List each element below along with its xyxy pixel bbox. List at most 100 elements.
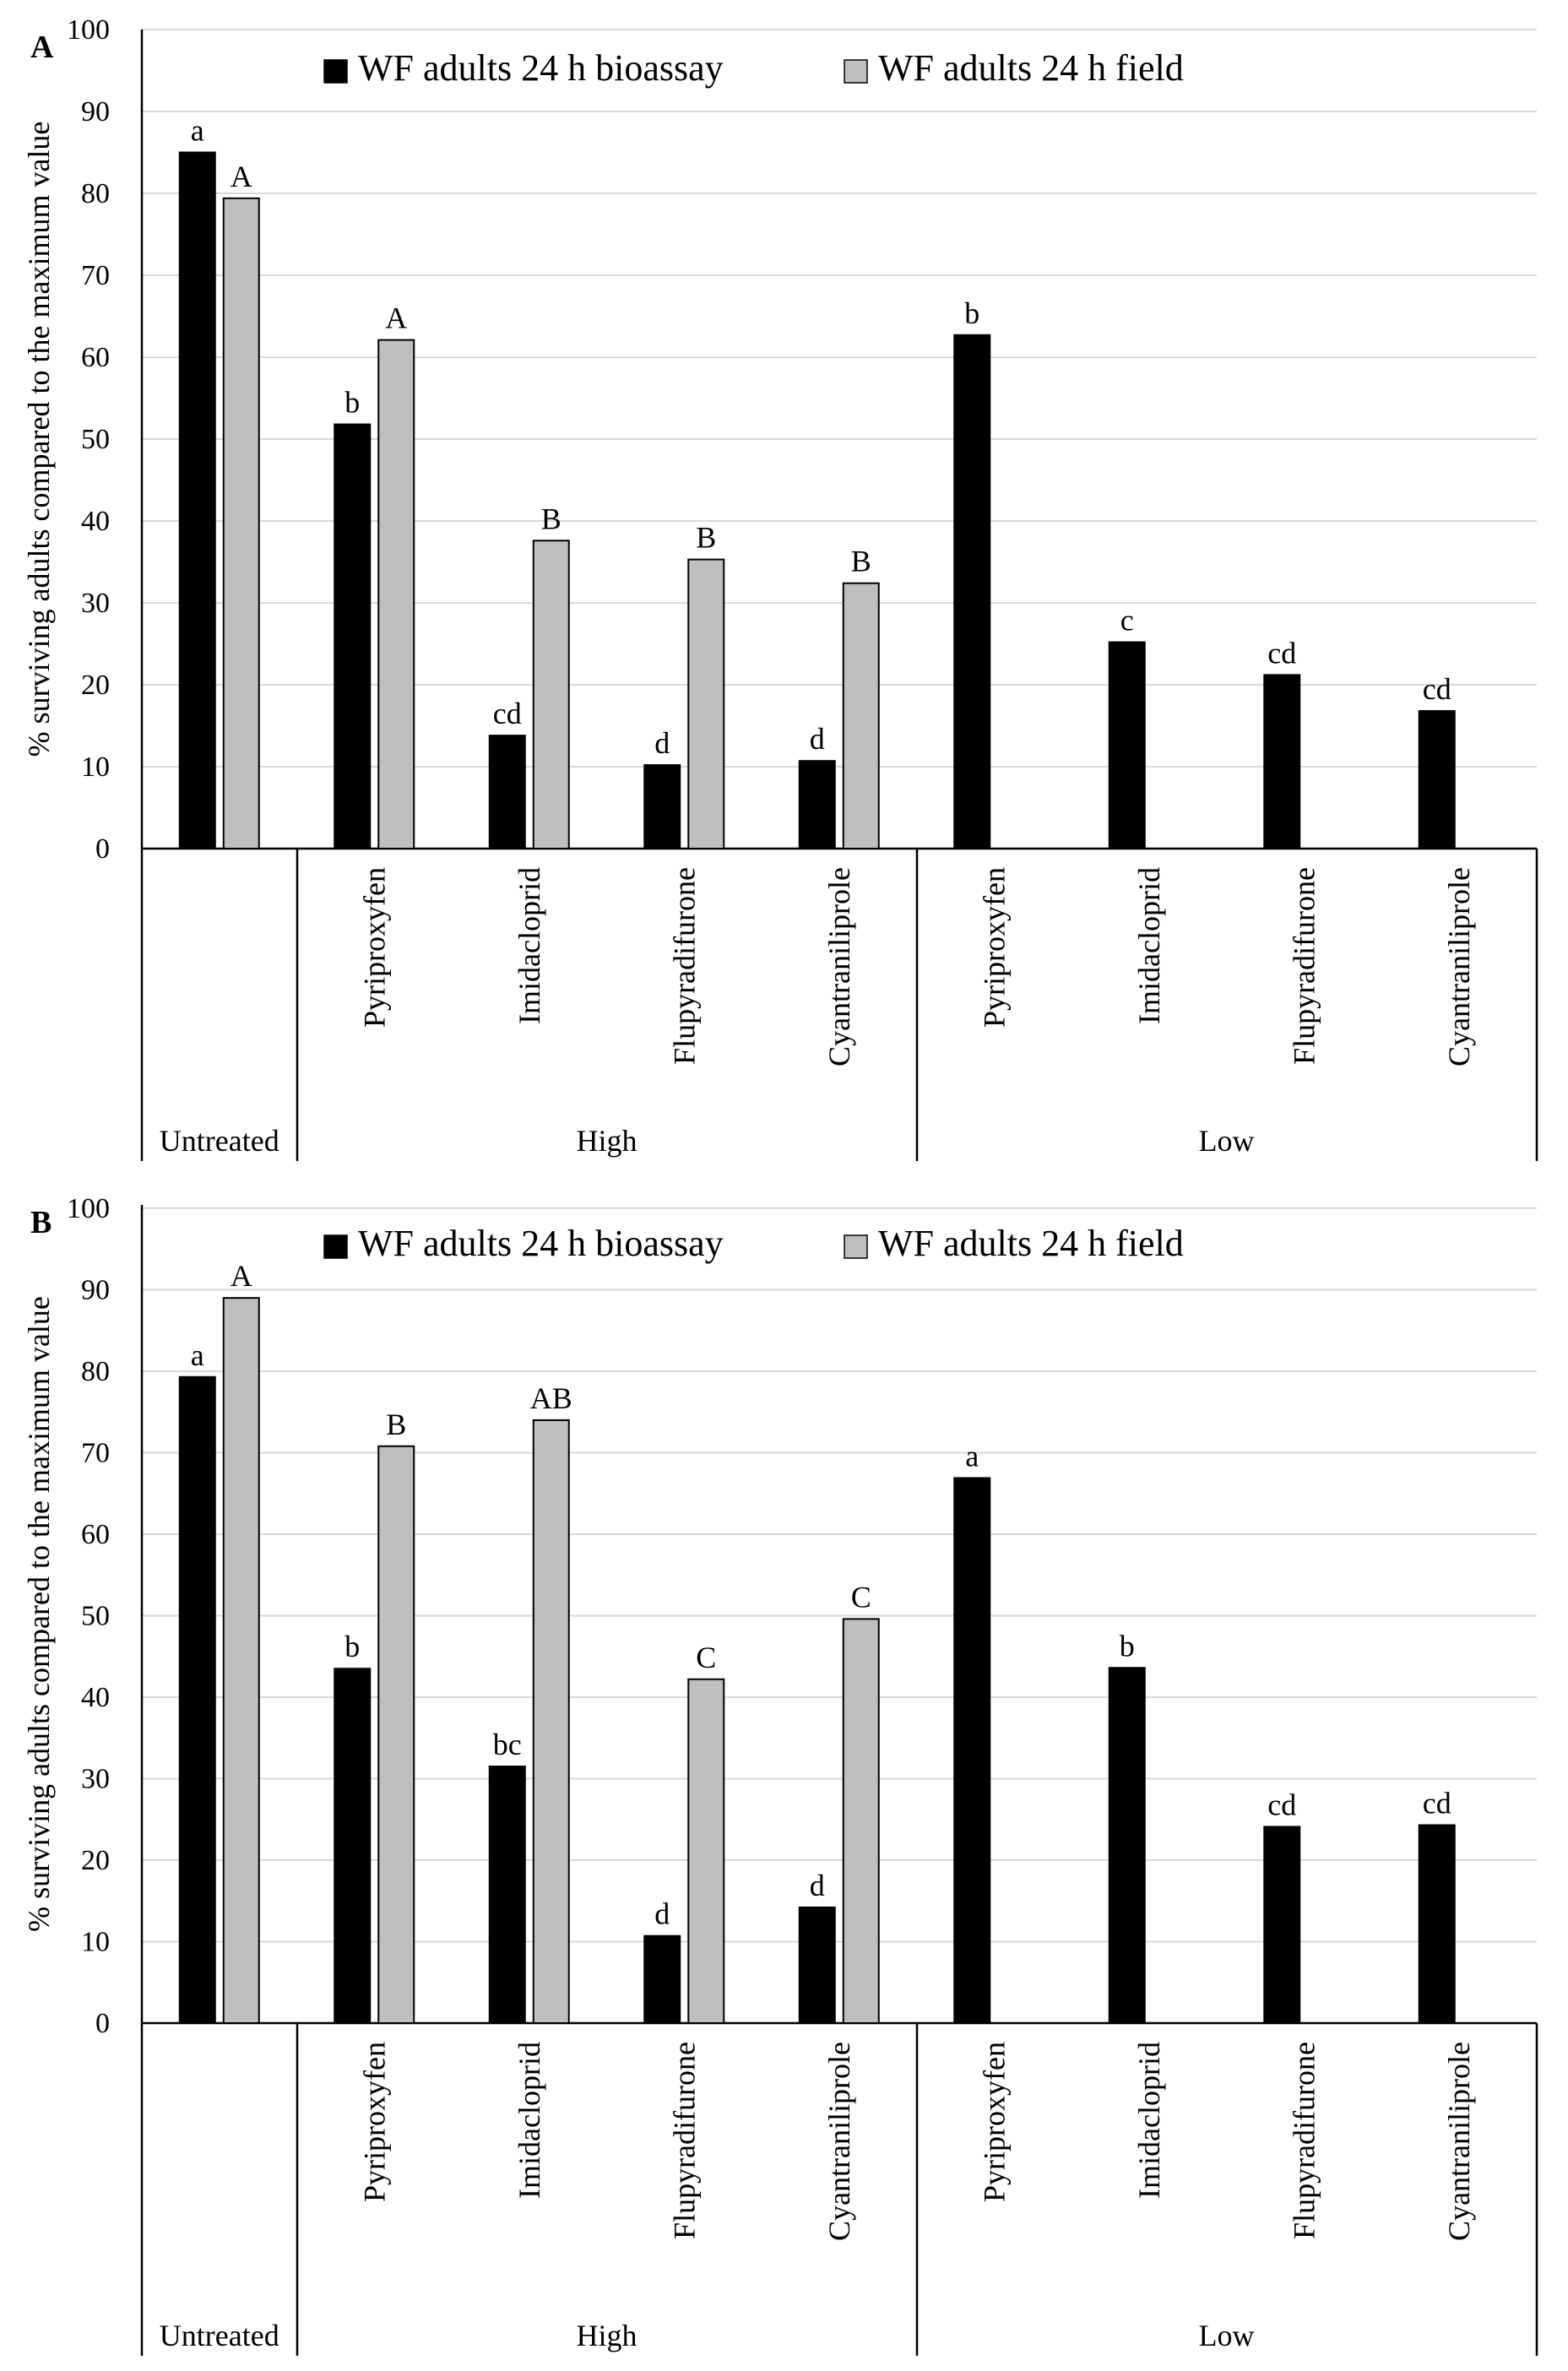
y-tick-label: 60: [81, 1519, 110, 1550]
bar-bioassay: [643, 1934, 681, 2025]
y-tick-label: 90: [81, 96, 110, 128]
x-tick-label: Flupyradifurone: [1287, 2042, 1321, 2239]
significance-letter: B: [541, 502, 562, 535]
panel-label: B: [30, 1205, 52, 1240]
y-tick-label: 0: [95, 2008, 110, 2039]
significance-letter: C: [851, 1580, 871, 1614]
group-label: Untreated: [160, 2319, 279, 2352]
significance-letter: AB: [530, 1381, 572, 1415]
x-tick-label: Pyriproxyfen: [977, 867, 1011, 1028]
x-tick-label: Cyantraniliprole: [822, 2042, 856, 2241]
bar-field: [532, 1419, 570, 2024]
significance-letter: b: [345, 386, 360, 420]
x-tick-label: Flupyradifurone: [667, 2042, 701, 2239]
significance-letter: c: [1120, 604, 1134, 638]
bar-bioassay: [1418, 710, 1456, 849]
y-tick-label: 20: [81, 1845, 110, 1876]
bar-bioassay: [178, 151, 216, 849]
x-tick-label: Pyriproxyfen: [977, 2042, 1011, 2202]
group-label: Low: [1199, 2319, 1255, 2352]
legend-swatch-bioassay: [323, 1234, 348, 1259]
x-tick-label: Pyriproxyfen: [357, 867, 391, 1028]
legend-label-bioassay: WF adults 24 h bioassay: [358, 47, 724, 89]
x-tick-label: Imidacloprid: [1132, 867, 1166, 1024]
significance-letter: B: [696, 521, 716, 555]
bar-field: [222, 197, 260, 849]
y-tick-label: 100: [67, 14, 110, 46]
significance-letter: cd: [1423, 672, 1451, 706]
significance-letter: bc: [493, 1728, 522, 1761]
bar-field: [687, 558, 725, 850]
x-tick-label: Imidacloprid: [1132, 2042, 1166, 2199]
y-tick-label: 40: [81, 1682, 110, 1713]
bar-field: [377, 339, 415, 849]
y-tick-label: 30: [81, 1764, 110, 1795]
bar-bioassay: [178, 1375, 216, 2024]
significance-letter: a: [191, 114, 204, 148]
y-tick-label: 20: [81, 670, 110, 701]
y-tick-label: 70: [81, 1438, 110, 1469]
significance-letter: cd: [1267, 1788, 1296, 1821]
x-tick-label: Cyantraniliprole: [1442, 2042, 1476, 2241]
significance-letter: C: [696, 1641, 716, 1674]
bar-bioassay: [1263, 1826, 1301, 2025]
group-label: Untreated: [160, 1124, 279, 1158]
significance-letter: a: [191, 1338, 204, 1372]
y-tick-label: 10: [81, 1927, 110, 1958]
significance-letter: b: [964, 296, 979, 330]
significance-letter: cd: [1267, 636, 1296, 670]
x-tick-label: Cyantraniliprole: [1442, 867, 1476, 1066]
significance-letter: d: [654, 726, 670, 760]
legend-label-field: WF adults 24 h field: [878, 1223, 1184, 1264]
bar-field: [377, 1445, 415, 2024]
y-tick-label: 50: [81, 1601, 110, 1632]
significance-letter: d: [810, 1869, 825, 1902]
legend-label-bioassay: WF adults 24 h bioassay: [358, 1223, 724, 1264]
bar-field: [687, 1678, 725, 2025]
y-tick-label: 10: [81, 751, 110, 783]
y-tick-label: 40: [81, 506, 110, 537]
legend-swatch-bioassay: [323, 59, 348, 84]
significance-letter: d: [810, 722, 825, 756]
legend-swatch-field: [844, 1234, 868, 1259]
x-tick-label: Imidacloprid: [513, 2042, 546, 2199]
bar-bioassay: [798, 1906, 836, 2024]
group-label: High: [577, 1124, 638, 1158]
significance-letter: d: [654, 1897, 670, 1931]
significance-letter: cd: [493, 697, 522, 730]
x-tick-label: Imidacloprid: [513, 867, 546, 1024]
significance-letter: cd: [1423, 1787, 1451, 1820]
y-tick-label: 0: [95, 833, 110, 865]
y-tick-label: 70: [81, 260, 110, 291]
bar-bioassay: [488, 735, 526, 850]
bar-field: [842, 582, 880, 849]
x-tick-label: Cyantraniliprole: [822, 867, 856, 1066]
x-tick-label: Flupyradifurone: [1287, 867, 1321, 1065]
significance-letter: B: [851, 545, 871, 578]
bar-bioassay: [334, 1668, 372, 2024]
bar-bioassay: [953, 1477, 991, 2025]
panel-label: A: [30, 30, 54, 65]
chart-panel-a: 0 10 20 30 40 50 60 70 80 90 100 % surviving adults…: [22, 14, 1538, 1161]
group-label: High: [577, 2319, 638, 2352]
significance-letter: A: [385, 301, 407, 335]
chart-panel-b: 0 10 20 30 40 50 60 70 80 90 100 % surviving adults…: [22, 1193, 1538, 2356]
y-tick-label: 90: [81, 1275, 110, 1306]
x-tick-label: Flupyradifurone: [667, 867, 701, 1065]
bar-bioassay: [1108, 641, 1146, 849]
significance-letter: a: [965, 1439, 979, 1473]
y-tick-label: 100: [67, 1193, 110, 1224]
group-label: Low: [1199, 1124, 1255, 1158]
bar-bioassay: [1263, 674, 1301, 849]
y-tick-label: 80: [81, 1356, 110, 1387]
significance-letter: b: [1120, 1629, 1135, 1663]
bar-bioassay: [643, 764, 681, 849]
legend-swatch-field: [844, 59, 868, 84]
legend-label-field: WF adults 24 h field: [878, 47, 1184, 89]
bar-bioassay: [334, 423, 372, 849]
bar-field: [842, 1618, 880, 2024]
y-tick-label: 30: [81, 588, 110, 619]
significance-letter: b: [345, 1630, 360, 1663]
x-tick-label: Pyriproxyfen: [357, 2042, 391, 2202]
